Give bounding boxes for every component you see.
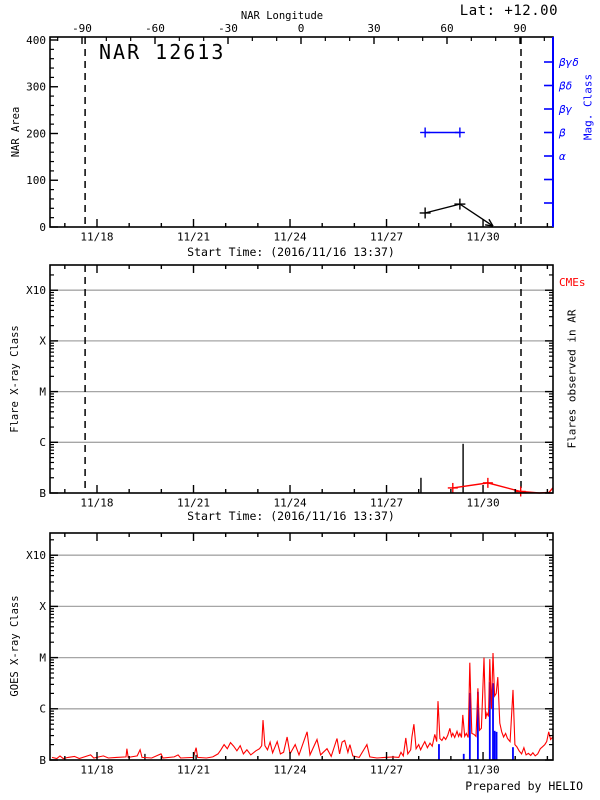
tick-label: 11/30 [466, 497, 499, 510]
tick-label: X10 [26, 549, 46, 562]
tick-label: C [39, 436, 46, 449]
tick-label: 11/30 [466, 231, 499, 244]
start-time-label-1: Start Time: (2016/11/16 13:37) [187, 245, 395, 259]
tick-label: 11/30 [466, 764, 499, 777]
top-axis-title: NAR Longitude [240, 10, 324, 22]
tick-label: 300 [26, 81, 46, 94]
tick-label: 400 [26, 34, 46, 47]
tick-label: 11/18 [80, 231, 113, 244]
tick-label: 0 [298, 22, 305, 35]
goes-flux-line [51, 652, 554, 760]
mag-class-axis-title: Mag. Class [581, 73, 595, 141]
panel-flare-xray: 11/18 11/21 11/24 11/27 11/30 B C M X X10 [26, 264, 554, 510]
tick-label: B [39, 754, 46, 767]
tick-label: 11/18 [80, 764, 113, 777]
tick-label: 11/21 [177, 764, 210, 777]
panel-nar-area: 11/18 11/21 11/24 11/27 11/300100200300400-9… [26, 22, 579, 244]
tick-label: -30 [218, 22, 238, 35]
tick-label: 0 [39, 221, 46, 234]
flares-observed-axis-title: Flares observed in AR [565, 309, 579, 449]
mag-class-tick-label: βγδ [558, 56, 579, 69]
tick-label: 11/24 [273, 231, 306, 244]
tick-label: 11/27 [370, 231, 403, 244]
tick-label: C [39, 703, 46, 716]
tick-label: 11/18 [80, 497, 113, 510]
tick-label: 30 [367, 22, 380, 35]
panel1-title: NAR 12613 [99, 40, 226, 64]
mag-class-tick-label: βδ [558, 79, 572, 92]
credit-label: Prepared by HELIO [465, 779, 583, 793]
tick-label: 11/27 [370, 497, 403, 510]
mag-class-tick-label: β [558, 126, 566, 139]
tick-label: 11/21 [177, 497, 210, 510]
mag-class-tick-label: βγ [558, 103, 573, 116]
goes-class-axis-title: GOES X-ray Class [8, 595, 21, 697]
tick-label: -60 [145, 22, 165, 35]
nar-area-axis-title: NAR Area [9, 106, 22, 158]
tick-label: B [39, 487, 46, 500]
tick-label: 100 [26, 174, 46, 187]
mag-class-tick-label: α [559, 150, 566, 163]
tick-label: M [39, 651, 46, 664]
tick-label: X [39, 335, 46, 348]
tick-label: 200 [26, 127, 46, 140]
tick-label: X10 [26, 284, 46, 297]
start-time-label-2: Start Time: (2016/11/16 13:37) [187, 509, 395, 523]
tick-label: 11/27 [370, 764, 403, 777]
tick-label: -90 [72, 22, 92, 35]
tick-label: 11/24 [273, 497, 306, 510]
tick-label: 90 [513, 22, 526, 35]
tick-label: 60 [440, 22, 453, 35]
tick-label: X [39, 600, 46, 613]
cmes-label: CMEs [559, 276, 586, 289]
panel-goes: 11/18 11/21 11/24 11/27 11/30 B C M X X10 [26, 532, 554, 777]
tick-label: 11/21 [177, 231, 210, 244]
tick-label: 11/24 [273, 764, 306, 777]
tick-label: M [39, 385, 46, 398]
latitude-label: Lat: +12.00 [459, 3, 558, 19]
flare-class-axis-title: Flare X-ray Class [8, 325, 21, 433]
cme-line [452, 482, 554, 494]
